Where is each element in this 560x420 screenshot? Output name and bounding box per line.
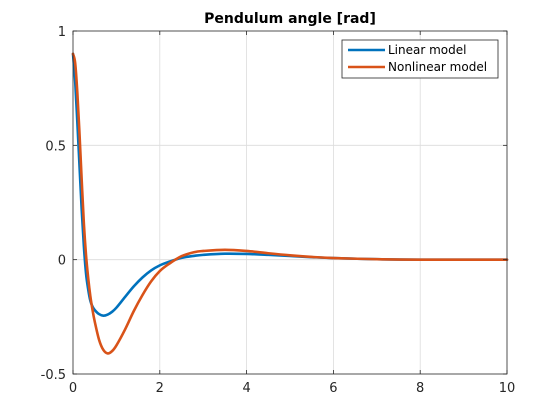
y-tick-label: 0.5	[45, 139, 66, 154]
y-tick-label: -0.5	[41, 368, 66, 383]
grid	[73, 31, 507, 374]
axes-box	[72, 30, 508, 375]
chart-title: Pendulum angle [rad]	[204, 11, 376, 27]
y-tick-label: 0	[58, 254, 66, 269]
x-tick-label: 10	[499, 381, 516, 396]
x-tick-label: 8	[416, 381, 424, 396]
series-line-1	[71, 52, 509, 355]
ticks: 0 2 4 6 8 10-0.500.51	[41, 25, 516, 396]
legend-box	[341, 39, 499, 79]
x-tick-label: 4	[242, 381, 250, 396]
plot-area	[73, 31, 507, 374]
x-tick-label: 6	[329, 381, 337, 396]
x-tick-label: 0	[69, 381, 77, 396]
y-tick-label: 1	[58, 25, 66, 40]
series-lines	[71, 52, 509, 355]
x-tick-label: 2	[156, 381, 164, 396]
legend-label: Linear model	[388, 43, 466, 57]
legend-label: Nonlinear model	[388, 60, 487, 74]
legend: Linear model Nonlinear model	[341, 39, 499, 79]
